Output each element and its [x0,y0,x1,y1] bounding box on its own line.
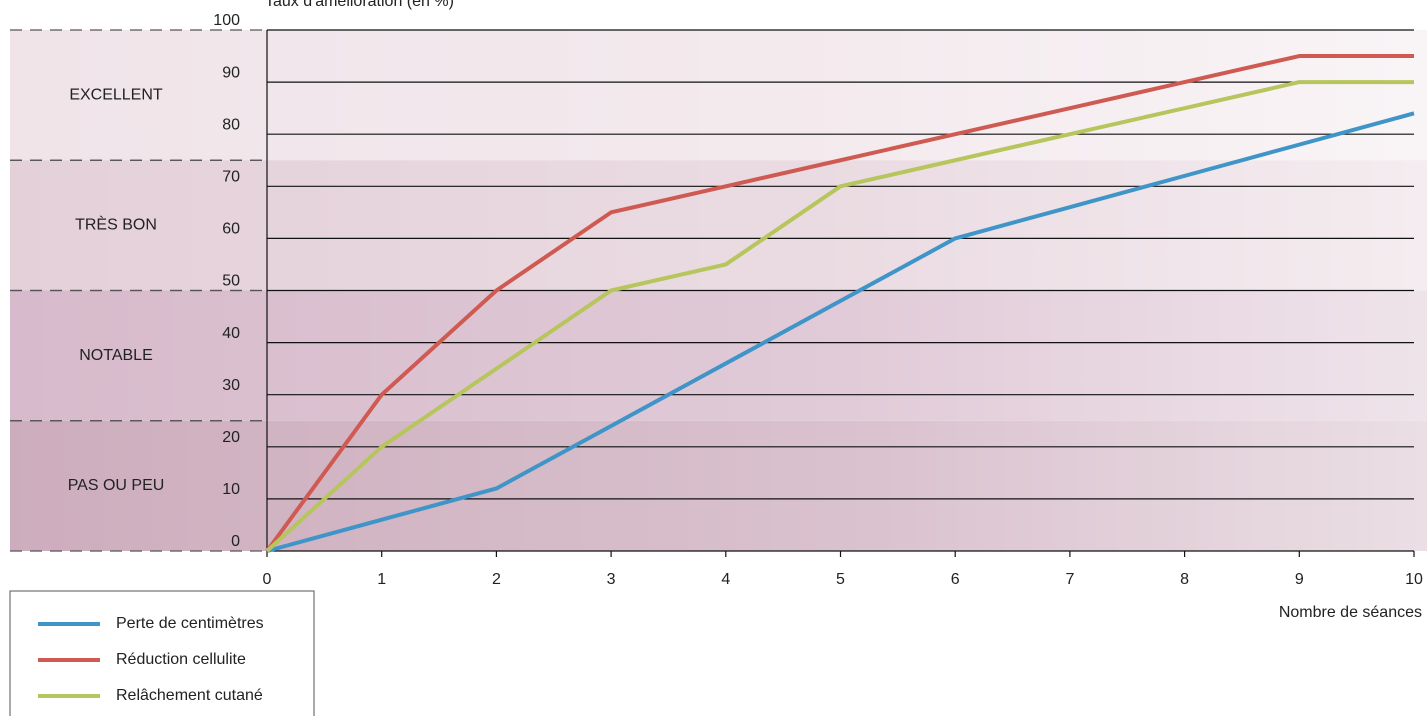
legend-label: Réduction cellulite [116,651,246,668]
y-tick-label: 100 [213,12,240,29]
series-line [266,111,1415,553]
x-tick-label: 2 [492,571,501,588]
y-tick-label: 80 [222,116,240,133]
x-tick-label: 1 [377,571,386,588]
zone-label: PAS OU PEU [68,477,165,494]
x-tick-label: 6 [951,571,960,588]
y-tick-label: 90 [222,64,240,81]
y-tick-label: 60 [222,221,240,238]
x-axis-title: Nombre de séances [1279,604,1422,621]
x-tick-label: 10 [1405,571,1423,588]
y-axis-title: Taux d'amélioration (en %) [265,0,454,10]
zone-label: EXCELLENT [69,86,163,103]
zone-label: TRÈS BON [75,215,157,234]
x-tick-label: 3 [607,571,616,588]
series-line [265,54,1414,553]
y-tick-label: 10 [222,481,240,498]
legend-label: Relâchement cutané [116,687,263,704]
x-tick-label: 7 [1065,571,1074,588]
y-tick-label: 40 [222,325,240,342]
legend-label: Perte de centimètres [116,615,264,632]
y-tick-label: 0 [231,533,240,550]
x-tick-label: 5 [836,571,845,588]
y-tick-label: 50 [222,273,240,290]
x-tick-label: 0 [263,571,272,588]
y-tick-label: 20 [222,429,240,446]
y-tick-label: 70 [222,169,240,186]
x-tick-label: 4 [721,571,730,588]
x-tick-label: 9 [1295,571,1304,588]
zone-label: NOTABLE [79,347,153,364]
series-line [265,80,1414,553]
y-tick-label: 30 [222,377,240,394]
x-tick-label: 8 [1180,571,1189,588]
